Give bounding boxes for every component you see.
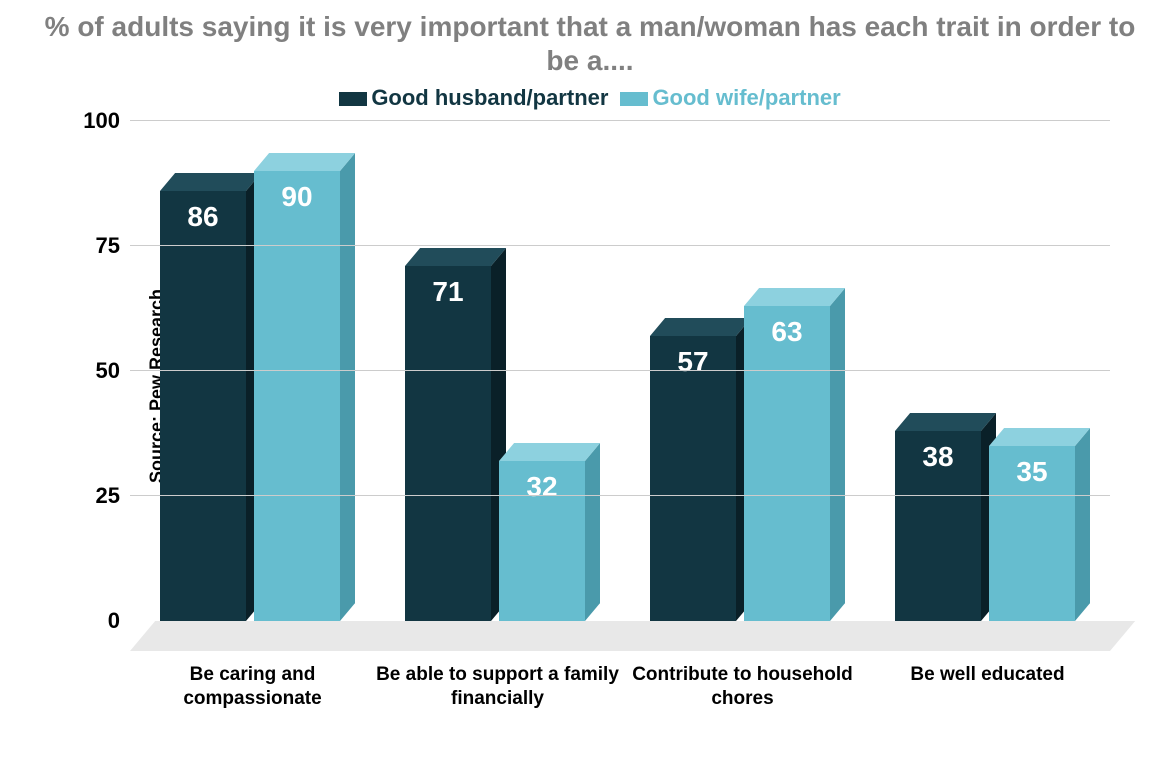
bar-front xyxy=(744,306,830,621)
bar-value-label: 86 xyxy=(160,201,246,233)
gridline xyxy=(130,370,1110,371)
plot-area: Source: Pew Research 8690713257633835 02… xyxy=(130,121,1110,651)
bar-side xyxy=(1075,428,1090,621)
bar-value-label: 57 xyxy=(650,346,736,378)
y-axis-tick: 0 xyxy=(75,608,120,634)
bar-side xyxy=(340,153,355,621)
bar-top xyxy=(744,288,845,306)
legend-label: Good wife/partner xyxy=(652,85,840,110)
bar: 32 xyxy=(499,443,585,621)
bar-value-label: 38 xyxy=(895,441,981,473)
chart-floor xyxy=(130,621,1135,651)
y-axis-tick: 100 xyxy=(75,108,120,134)
bar: 90 xyxy=(254,153,340,621)
bar-top xyxy=(650,318,751,336)
chart-container: % of adults saying it is very important … xyxy=(40,10,1140,750)
legend-item: Good wife/partner xyxy=(620,85,840,111)
y-axis-tick: 50 xyxy=(75,358,120,384)
gridline xyxy=(130,495,1110,496)
gridline xyxy=(130,120,1110,121)
bars-layer: 8690 71 32 5763 3835 xyxy=(130,121,1110,621)
bar-value-label: 35 xyxy=(989,456,1075,488)
bar-side xyxy=(585,443,600,621)
bar-side xyxy=(830,288,845,621)
x-axis-label: Be well educated xyxy=(865,663,1110,687)
bar: 38 xyxy=(895,413,981,621)
chart-title: % of adults saying it is very important … xyxy=(40,10,1140,77)
x-axis-label: Be able to support a family financially xyxy=(375,663,620,711)
bar-top xyxy=(254,153,355,171)
bar-value-label: 32 xyxy=(499,471,585,503)
bar-top xyxy=(405,248,506,266)
bar-front xyxy=(254,171,340,621)
bar: 35 xyxy=(989,428,1075,621)
x-axis-label: Contribute to household chores xyxy=(620,663,865,711)
bar-value-label: 90 xyxy=(254,181,340,213)
bar: 63 xyxy=(744,288,830,621)
bar-top xyxy=(895,413,996,431)
legend-label: Good husband/partner xyxy=(371,85,608,110)
bar-front xyxy=(160,191,246,621)
legend-swatch xyxy=(620,92,648,106)
x-axis-label: Be caring and compassionate xyxy=(130,663,375,711)
bar-front xyxy=(405,266,491,621)
legend-swatch xyxy=(339,92,367,106)
y-axis-tick: 75 xyxy=(75,233,120,259)
legend-item: Good husband/partner xyxy=(339,85,608,111)
chart-legend: Good husband/partner Good wife/partner xyxy=(40,85,1140,111)
bar-value-label: 71 xyxy=(405,276,491,308)
bar: 71 xyxy=(405,248,491,621)
gridline xyxy=(130,245,1110,246)
bar-front xyxy=(650,336,736,621)
y-axis-tick: 25 xyxy=(75,483,120,509)
bar: 86 xyxy=(160,173,246,621)
bar-top xyxy=(499,443,600,461)
bar: 57 xyxy=(650,318,736,621)
bar-top xyxy=(160,173,261,191)
bar-value-label: 63 xyxy=(744,316,830,348)
bar-top xyxy=(989,428,1090,446)
